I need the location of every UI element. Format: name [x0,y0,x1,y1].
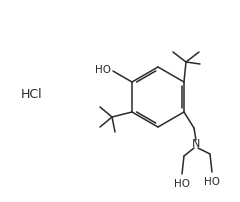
Text: HO: HO [204,177,220,187]
Text: HO: HO [174,179,190,189]
Text: N: N [192,139,200,149]
Text: HO: HO [95,65,111,75]
Text: HCl: HCl [21,87,43,101]
